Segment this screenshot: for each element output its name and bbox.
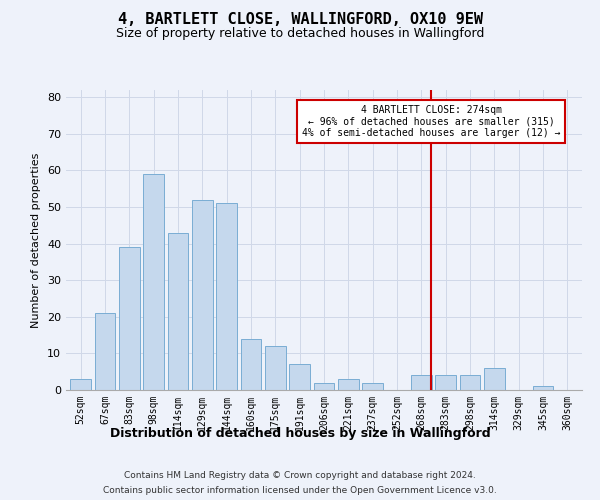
Bar — [119, 248, 140, 390]
Text: Contains public sector information licensed under the Open Government Licence v3: Contains public sector information licen… — [103, 486, 497, 495]
Bar — [70, 379, 91, 390]
Bar — [192, 200, 212, 390]
Bar — [484, 368, 505, 390]
Bar — [460, 376, 481, 390]
Bar — [289, 364, 310, 390]
Bar — [533, 386, 553, 390]
Bar — [436, 376, 456, 390]
Text: Distribution of detached houses by size in Wallingford: Distribution of detached houses by size … — [110, 428, 490, 440]
Text: Contains HM Land Registry data © Crown copyright and database right 2024.: Contains HM Land Registry data © Crown c… — [124, 471, 476, 480]
Bar — [338, 379, 359, 390]
Y-axis label: Number of detached properties: Number of detached properties — [31, 152, 41, 328]
Bar — [216, 204, 237, 390]
Bar — [241, 339, 262, 390]
Bar — [314, 382, 334, 390]
Bar — [95, 313, 115, 390]
Text: Size of property relative to detached houses in Wallingford: Size of property relative to detached ho… — [116, 28, 484, 40]
Text: 4, BARTLETT CLOSE, WALLINGFORD, OX10 9EW: 4, BARTLETT CLOSE, WALLINGFORD, OX10 9EW — [118, 12, 482, 28]
Bar — [167, 232, 188, 390]
Bar — [265, 346, 286, 390]
Bar — [362, 382, 383, 390]
Text: 4 BARTLETT CLOSE: 274sqm
← 96% of detached houses are smaller (315)
4% of semi-d: 4 BARTLETT CLOSE: 274sqm ← 96% of detach… — [302, 104, 560, 138]
Bar — [143, 174, 164, 390]
Bar — [411, 376, 432, 390]
